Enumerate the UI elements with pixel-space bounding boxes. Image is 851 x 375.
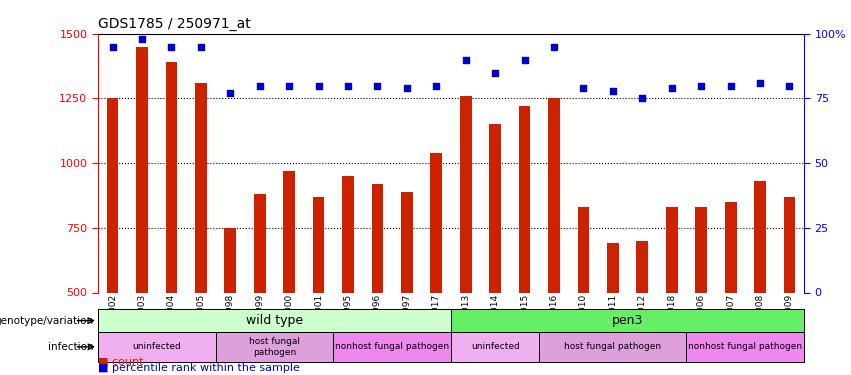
Text: wild type: wild type <box>246 314 303 327</box>
Point <box>694 82 708 88</box>
Point <box>311 82 325 88</box>
Point <box>665 85 678 91</box>
Text: ■ percentile rank within the sample: ■ percentile rank within the sample <box>98 363 300 373</box>
Bar <box>725 202 736 292</box>
Bar <box>106 99 118 292</box>
Bar <box>695 207 707 292</box>
Bar <box>754 181 766 292</box>
Bar <box>136 47 148 292</box>
Text: uninfected: uninfected <box>133 342 181 351</box>
Point <box>135 36 149 42</box>
Point <box>636 96 649 102</box>
Text: host fungal
pathogen: host fungal pathogen <box>249 337 300 357</box>
Point <box>164 44 178 50</box>
Bar <box>687 332 804 362</box>
Text: uninfected: uninfected <box>471 342 520 351</box>
Bar <box>195 83 207 292</box>
Point <box>753 80 767 86</box>
Point <box>783 82 797 88</box>
Point <box>224 90 237 96</box>
Bar <box>166 62 177 292</box>
Bar <box>460 96 471 292</box>
Bar <box>784 197 796 292</box>
Point <box>400 85 414 91</box>
Point <box>547 44 561 50</box>
Bar <box>372 184 383 292</box>
Bar <box>489 124 501 292</box>
Text: pen3: pen3 <box>612 314 643 327</box>
Bar <box>225 228 237 292</box>
Point <box>517 57 531 63</box>
Point <box>459 57 472 63</box>
Bar <box>451 309 804 332</box>
Bar <box>254 194 266 292</box>
Text: GDS1785 / 250971_at: GDS1785 / 250971_at <box>98 17 250 32</box>
Point <box>106 44 119 50</box>
Point <box>341 82 355 88</box>
Text: genotype/variation: genotype/variation <box>0 316 94 326</box>
Point <box>283 82 296 88</box>
Bar <box>98 332 215 362</box>
Bar <box>283 171 295 292</box>
Bar <box>342 176 354 292</box>
Point <box>371 82 385 88</box>
Bar <box>451 332 540 362</box>
Bar <box>215 332 334 362</box>
Bar <box>98 309 451 332</box>
Text: infection: infection <box>48 342 94 352</box>
Point <box>724 82 738 88</box>
Text: ■ count: ■ count <box>98 356 143 366</box>
Bar <box>637 241 648 292</box>
Text: nonhost fungal pathogen: nonhost fungal pathogen <box>688 342 802 351</box>
Bar <box>312 197 324 292</box>
Bar <box>548 99 560 292</box>
Bar <box>334 332 451 362</box>
Bar <box>431 153 443 292</box>
Point <box>253 82 266 88</box>
Text: host fungal pathogen: host fungal pathogen <box>564 342 661 351</box>
Bar <box>401 192 413 292</box>
Point <box>488 70 502 76</box>
Bar <box>665 207 677 292</box>
Point <box>606 88 620 94</box>
Point <box>577 85 591 91</box>
Text: nonhost fungal pathogen: nonhost fungal pathogen <box>335 342 449 351</box>
Bar <box>519 106 530 292</box>
Bar <box>578 207 590 292</box>
Bar <box>540 332 687 362</box>
Point <box>430 82 443 88</box>
Point <box>194 44 208 50</box>
Bar <box>607 243 619 292</box>
